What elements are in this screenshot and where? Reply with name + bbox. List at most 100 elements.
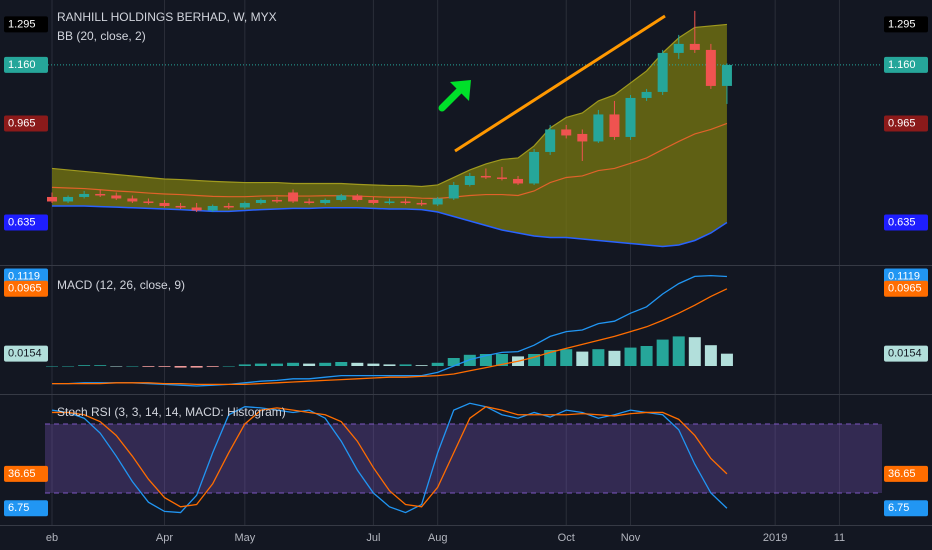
candle-body: [159, 202, 170, 206]
histogram-bar: [335, 362, 348, 366]
price-label: 1.295: [8, 18, 36, 30]
histogram-bar: [399, 364, 412, 366]
candle-body: [448, 184, 459, 199]
candle-body: [320, 199, 331, 203]
x-tick-label: Nov: [621, 532, 641, 544]
histogram-bar: [672, 336, 685, 366]
candle-body: [239, 202, 250, 208]
candle-body: [641, 91, 652, 98]
price-label-box: [884, 345, 928, 362]
candle-body: [432, 198, 443, 205]
candle-body: [384, 201, 395, 203]
candle-body: [304, 201, 315, 203]
candle-body: [111, 195, 122, 199]
histogram-bar: [62, 366, 75, 367]
histogram-bar: [110, 366, 123, 367]
candle-body: [513, 178, 524, 184]
chart-title: RANHILL HOLDINGS BERHAD, W, MYX: [57, 10, 277, 24]
candle-body: [625, 97, 636, 137]
band-upper: [51, 23, 727, 188]
candle-body: [529, 151, 540, 184]
candle-body: [127, 198, 138, 202]
price-label: 1.160: [888, 59, 916, 71]
price-label-box: [4, 56, 48, 73]
histogram-bar: [463, 354, 476, 366]
band-basis: [51, 122, 728, 200]
price-label-box: [4, 16, 48, 33]
histogram-bar: [608, 350, 621, 366]
candle-body: [288, 192, 299, 202]
x-tick-label: 2019: [763, 532, 787, 544]
band-fill: [45, 423, 882, 494]
arrow[interactable]: [438, 80, 471, 112]
histogram-bar: [238, 364, 251, 366]
trend-line[interactable]: [454, 14, 666, 153]
candle-body: [705, 49, 716, 86]
x-tick-label: Oct: [558, 532, 575, 544]
indicator-title: BB (20, close, 2): [57, 29, 146, 43]
price-label-box: [884, 500, 928, 517]
price-label-box: [4, 345, 48, 362]
candle-body: [223, 205, 234, 208]
price-label-box: [884, 280, 928, 297]
candle-body: [545, 129, 556, 152]
price-label: 1.295: [888, 18, 916, 30]
price-label-box: [884, 214, 928, 231]
histogram-bar: [560, 349, 573, 366]
x-tick-label: Jul: [366, 532, 380, 544]
candle-body: [143, 201, 154, 203]
histogram-bar: [656, 339, 669, 366]
candle-body: [577, 133, 588, 142]
histogram-bar: [367, 363, 380, 366]
indicator-line: [51, 402, 728, 514]
indicator-title: MACD (12, 26, close, 9): [57, 278, 185, 292]
candle-body: [368, 199, 379, 203]
histogram-bar: [270, 363, 283, 366]
histogram-bar: [287, 362, 300, 366]
price-label: 0.1119: [888, 270, 920, 282]
candle-body: [593, 114, 604, 142]
candle-body: [207, 205, 218, 211]
histogram-bar: [544, 350, 557, 366]
histogram-bar: [190, 366, 203, 368]
candle-body: [657, 52, 668, 92]
candle-body: [191, 207, 202, 211]
histogram-bar: [383, 364, 396, 366]
price-label: 36.65: [888, 468, 916, 480]
x-tick-label: May: [234, 532, 255, 544]
x-tick-label: eb: [46, 532, 58, 544]
price-label-box: [884, 465, 928, 482]
price-label: 0.0965: [888, 283, 922, 295]
indicator-title: Stoch RSI (3, 3, 14, 14, MACD: Histogram…: [57, 405, 286, 419]
histogram-bar: [303, 363, 316, 366]
indicator-line: [52, 288, 728, 386]
candle-body: [496, 177, 507, 179]
histogram-bar: [704, 345, 717, 366]
histogram-bar: [495, 354, 508, 366]
candle-body: [255, 199, 266, 203]
histogram-bar: [720, 353, 733, 366]
price-label-box: [884, 115, 928, 132]
price-label: 0.635: [8, 216, 36, 228]
price-label-box: [884, 16, 928, 33]
histogram-bar: [78, 365, 91, 366]
grid: [45, 0, 882, 525]
candle-body: [63, 196, 74, 202]
candle-body: [689, 43, 700, 50]
price-label: 1.160: [8, 59, 36, 71]
price-label: 0.965: [8, 117, 36, 129]
histogram-bar: [447, 358, 460, 366]
price-label-box: [4, 500, 48, 517]
indicator-line: [52, 274, 727, 387]
plot: [45, 10, 882, 514]
histogram-bar: [528, 354, 541, 366]
histogram-bar: [254, 363, 267, 366]
price-label: 0.0154: [8, 348, 42, 360]
price-label-box: [4, 268, 48, 285]
candle-body: [271, 199, 282, 202]
candle-body: [464, 175, 475, 185]
candle-body: [336, 195, 347, 200]
histogram-bar: [576, 351, 589, 366]
histogram-bar: [415, 365, 428, 366]
